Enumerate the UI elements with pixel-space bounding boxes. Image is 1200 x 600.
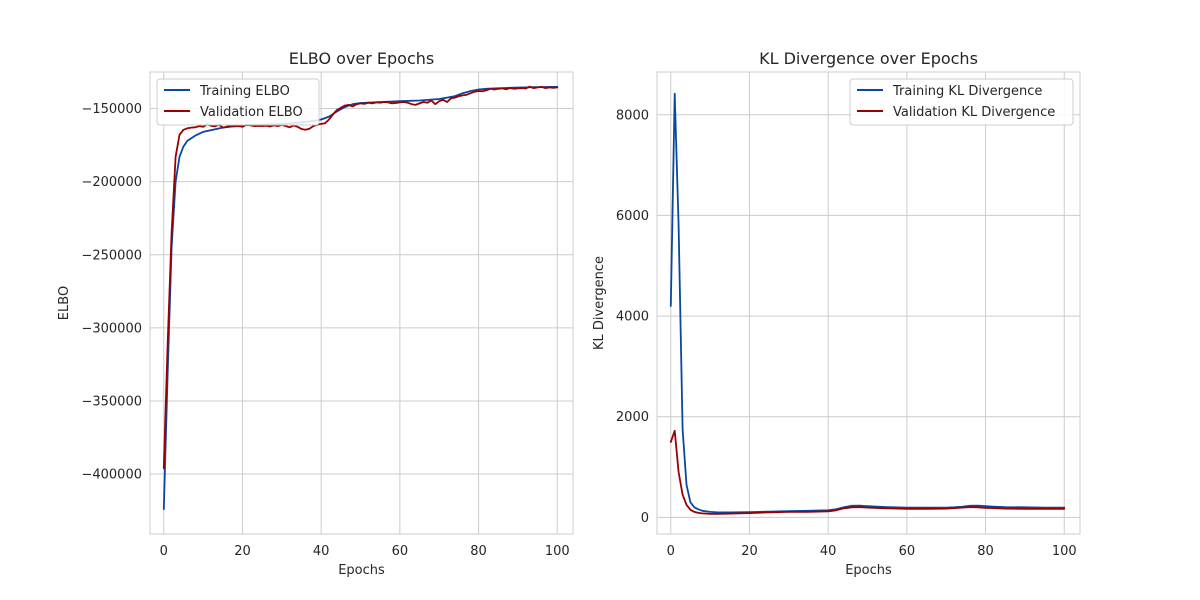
kl-plot-frame (656, 71, 1081, 535)
elbo-x-tick-label: 20 (234, 544, 251, 559)
elbo-y-tick-label: −250000 (81, 248, 142, 263)
kl-y-tick-label: 4000 (616, 310, 649, 325)
elbo-legend: Training ELBO Validation ELBO (156, 78, 320, 126)
kl-x-tick-label: 0 (667, 544, 675, 559)
kl-legend: Training KL Divergence Validation KL Div… (849, 78, 1074, 126)
elbo-x-tick-label: 60 (392, 544, 409, 559)
elbo-x-tick-label: 40 (313, 544, 330, 559)
kl-y-tick-label: 0 (641, 511, 649, 526)
kl-y-tick-label: 2000 (616, 410, 649, 425)
elbo-chart-title: ELBO over Epochs (289, 49, 435, 68)
elbo-series-group (162, 85, 559, 511)
kl-x-axis-label: Epochs (845, 563, 892, 578)
kl-x-tick-label: 100 (1052, 544, 1077, 559)
elbo-legend-box (156, 78, 320, 126)
kl-chart: 0 20 40 60 80 100 0 2000 4000 6000 8000 KL Diverge… (592, 49, 1081, 578)
kl-x-tick-label: 60 (899, 544, 916, 559)
elbo-gridlines (150, 72, 573, 534)
elbo-y-tick-label: −350000 (81, 394, 142, 409)
elbo-y-tick-label: −150000 (81, 102, 142, 117)
elbo-validation-line (162, 85, 559, 470)
elbo-y-tick-label: −300000 (81, 321, 142, 336)
elbo-legend-label-training: Training ELBO (199, 84, 290, 99)
kl-legend-label-training: Training KL Divergence (892, 84, 1042, 99)
elbo-plot-frame (149, 71, 574, 535)
elbo-x-tick-label: 100 (545, 544, 570, 559)
kl-training-line (669, 92, 1066, 514)
kl-x-tick-label: 40 (820, 544, 837, 559)
kl-y-axis-label: KL Divergence (592, 256, 607, 350)
elbo-x-tick-label: 0 (160, 544, 168, 559)
kl-series-group (669, 92, 1066, 515)
kl-legend-label-validation: Validation KL Divergence (893, 105, 1055, 120)
elbo-chart: 0 20 40 60 80 100 −400000 −350000 −300000 −250000… (57, 49, 574, 578)
kl-tick-labels: 0 20 40 60 80 100 0 2000 4000 6000 8000 (616, 108, 1077, 559)
elbo-x-tick-label: 80 (470, 544, 487, 559)
kl-y-tick-label: 6000 (616, 209, 649, 224)
elbo-legend-label-validation: Validation ELBO (200, 105, 303, 120)
kl-x-tick-label: 20 (741, 544, 758, 559)
elbo-y-axis-label: ELBO (57, 286, 72, 320)
kl-chart-title: KL Divergence over Epochs (759, 49, 978, 68)
elbo-tick-labels: 0 20 40 60 80 100 −400000 −350000 −300000 −250000… (81, 102, 569, 559)
elbo-y-tick-label: −200000 (81, 175, 142, 190)
kl-validation-line (669, 429, 1066, 515)
elbo-x-axis-label: Epochs (338, 563, 385, 578)
kl-x-tick-label: 80 (977, 544, 994, 559)
elbo-y-tick-label: −400000 (81, 468, 142, 483)
kl-legend-box (849, 78, 1074, 126)
kl-y-tick-label: 8000 (616, 108, 649, 123)
